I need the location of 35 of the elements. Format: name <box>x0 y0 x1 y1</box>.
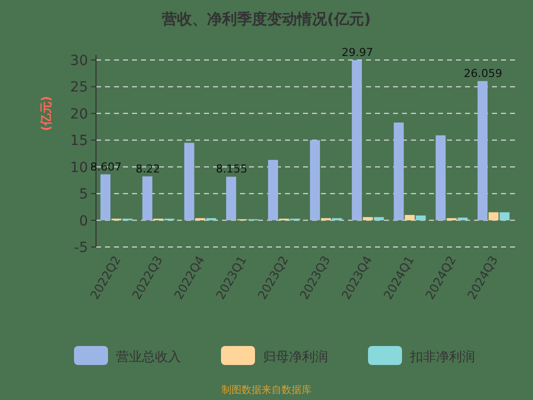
bar <box>394 122 404 220</box>
bar <box>142 176 152 220</box>
bar <box>268 160 278 220</box>
y-tick-label: 25 <box>70 80 88 96</box>
data-label: 26.059 <box>464 67 502 80</box>
y-tick-label: 10 <box>70 160 88 176</box>
bar <box>478 81 488 220</box>
bar <box>500 212 510 220</box>
bar <box>310 140 320 220</box>
bar <box>436 135 446 220</box>
text: 制图数据来自数据库 <box>222 384 312 396</box>
y-tick-label: 0 <box>79 213 88 230</box>
y-tick-label: 30 <box>70 53 88 69</box>
data-label: 8.22 <box>136 162 160 176</box>
bar <box>226 176 236 220</box>
chart-title: 营收、净利季度变动情况(亿元) <box>161 10 371 28</box>
bar <box>362 217 373 220</box>
legend-label: 营业总收入 <box>116 350 181 365</box>
bar <box>488 212 499 220</box>
bar <box>100 174 110 220</box>
bar <box>374 217 384 220</box>
bar <box>352 60 362 220</box>
y-tick-label: 15 <box>70 133 88 150</box>
bar <box>458 218 468 220</box>
y-axis-title: (亿元) <box>39 96 53 131</box>
legend-label: 归母净利润 <box>263 350 328 365</box>
legend-label: 扣非净利润 <box>409 350 475 365</box>
y-tick-label: -5 <box>74 240 88 256</box>
bar <box>416 215 426 220</box>
bar <box>404 214 415 220</box>
data-label: 29.97 <box>342 46 374 60</box>
bar <box>184 142 194 220</box>
y-tick-label: 5 <box>79 186 88 203</box>
data-label: 8.155 <box>216 162 248 176</box>
y-tick-label: 20 <box>70 106 88 122</box>
